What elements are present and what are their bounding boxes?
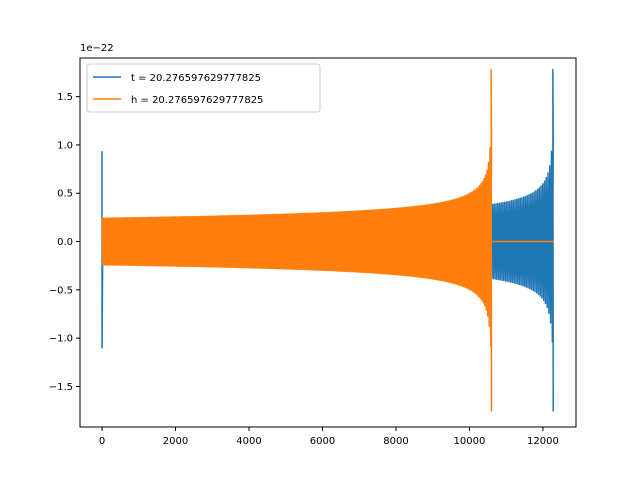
legend: t = 20.276597629777825 h = 20.27659762977… bbox=[86, 63, 321, 113]
x-tick-label: 6000 bbox=[310, 436, 335, 447]
y-tick-label: 1.5 bbox=[57, 92, 73, 103]
x-tick-label: 12000 bbox=[527, 436, 559, 447]
x-tick-label: 4000 bbox=[236, 436, 261, 447]
x-tick-label: 0 bbox=[99, 436, 105, 447]
y-tick-label: 0.0 bbox=[57, 237, 73, 248]
axes-frame bbox=[79, 57, 577, 428]
legend-label-0: t = 20.276597629777825 bbox=[131, 73, 261, 84]
y-tick-label: 1.0 bbox=[57, 140, 73, 151]
plot-area bbox=[101, 68, 554, 412]
legend-label-1: h = 20.276597629777825 bbox=[131, 95, 263, 106]
legend-box bbox=[86, 63, 321, 113]
y-tick-label: −1.0 bbox=[49, 334, 73, 345]
y-tick-label: −1.5 bbox=[49, 382, 73, 393]
y-tick-label: 0.5 bbox=[57, 189, 73, 200]
x-axis: 0 2000 4000 6000 8000 10000 12000 bbox=[99, 427, 559, 447]
y-offset-label: 1e−22 bbox=[80, 43, 114, 54]
y-axis: −1.5 −1.0 −0.5 0.0 0.5 1.0 1.5 bbox=[49, 92, 80, 393]
x-tick-label: 2000 bbox=[163, 436, 188, 447]
y-tick-label: −0.5 bbox=[49, 285, 73, 296]
x-tick-label: 10000 bbox=[454, 436, 486, 447]
x-tick-label: 8000 bbox=[383, 436, 408, 447]
series-1-line bbox=[101, 68, 493, 412]
